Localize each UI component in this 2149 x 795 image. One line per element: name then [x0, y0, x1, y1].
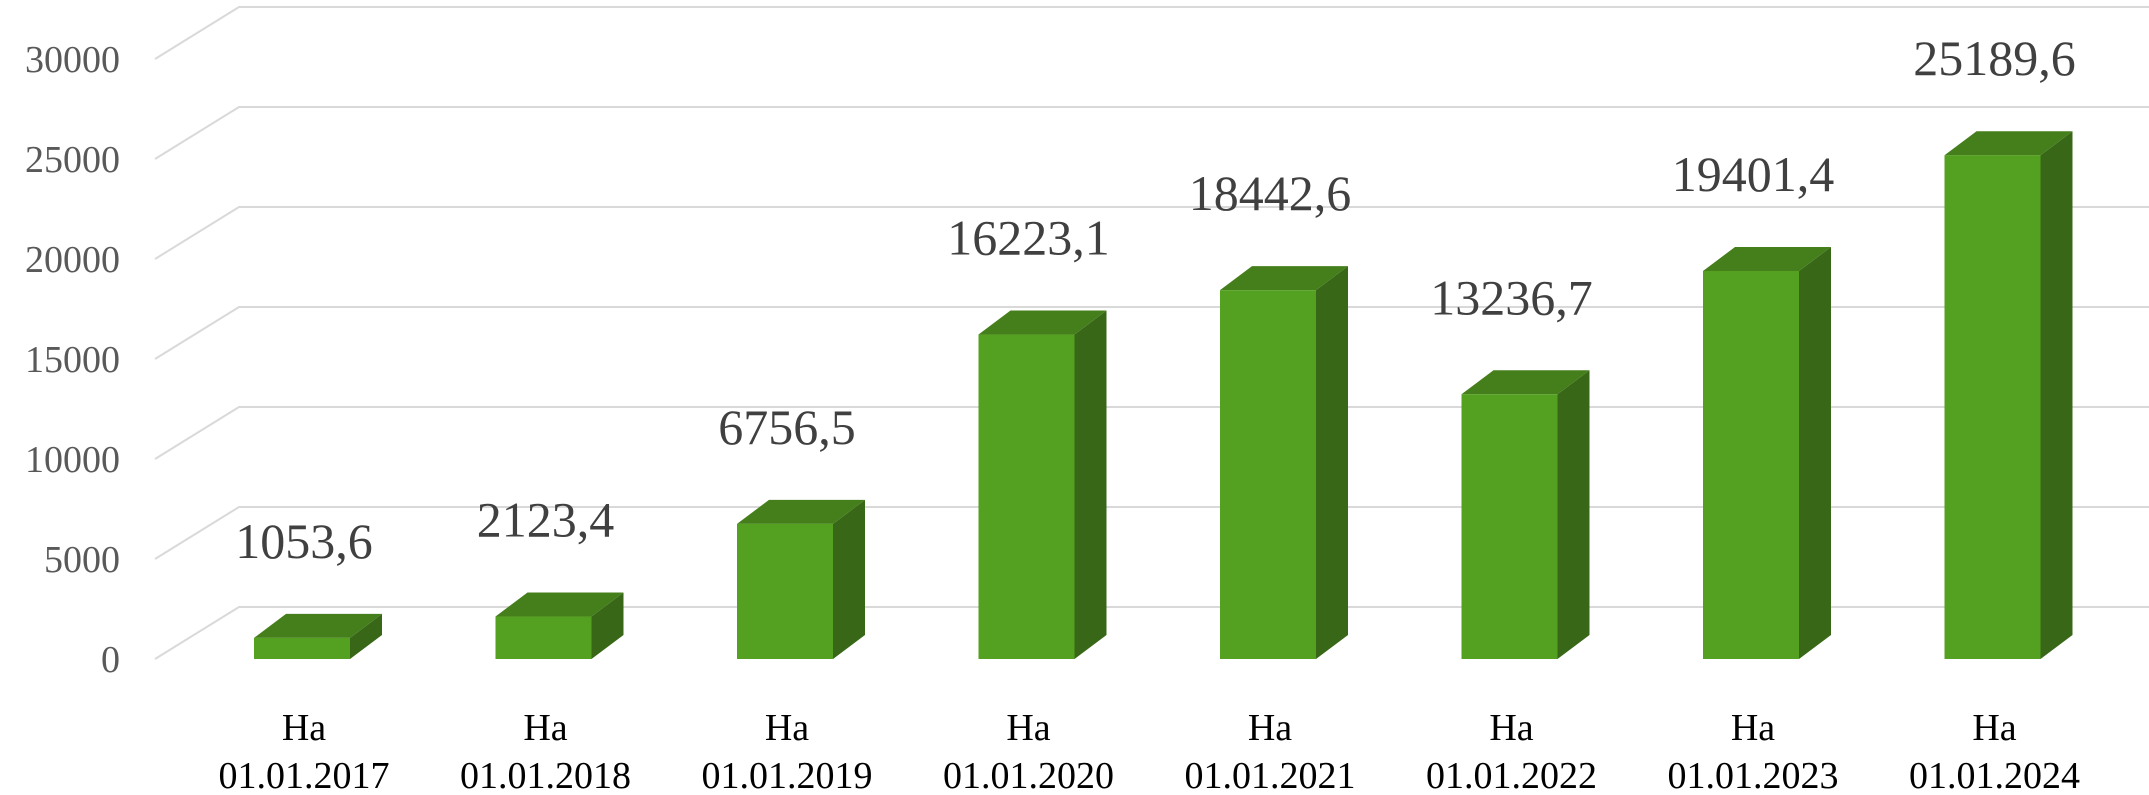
x-tick-line: 01.01.2018 — [460, 755, 631, 795]
y-tick-label: 5000 — [44, 539, 120, 581]
y-axis-ticks: 0 5000 10000 15000 20000 25000 30000 — [25, 39, 120, 681]
bar-side — [1074, 310, 1107, 659]
x-tick-label: На 01.01.2024 — [1909, 707, 2080, 795]
gridline — [154, 106, 2149, 160]
x-tick-line: На — [1972, 707, 2016, 749]
x-tick-line: На — [1006, 707, 1050, 749]
bar-side — [1316, 266, 1348, 659]
bar-side — [833, 499, 865, 659]
x-tick-line: 01.01.2017 — [219, 755, 390, 795]
bar-top — [978, 310, 1107, 335]
bar-front — [1461, 394, 1558, 659]
gridline — [154, 306, 2149, 360]
bar-front — [1220, 290, 1316, 659]
bar-side — [1799, 246, 1831, 660]
y-tick-label: 0 — [101, 639, 120, 681]
bar-side — [1557, 370, 1590, 659]
gridlines — [154, 6, 2149, 660]
bar-front — [495, 616, 592, 659]
bar-front — [254, 637, 350, 659]
bar-top — [1944, 131, 2073, 156]
x-tick-label: На 01.01.2022 — [1426, 707, 1597, 795]
bar-top — [1220, 266, 1348, 291]
bar-side — [350, 613, 382, 659]
data-label: 16223,1 — [947, 210, 1110, 266]
data-label: 19401,4 — [1672, 146, 1835, 202]
gridline — [154, 6, 2149, 60]
bar — [1703, 246, 1831, 660]
x-tick-line: 01.01.2024 — [1909, 755, 2080, 795]
bar-front — [1703, 270, 1799, 659]
y-tick-label: 15000 — [25, 339, 120, 381]
x-tick-label: На 01.01.2020 — [943, 707, 1114, 795]
bar-front — [978, 334, 1075, 659]
x-tick-label: На 01.01.2023 — [1668, 707, 1839, 795]
x-tick-line: На — [1489, 707, 1533, 749]
y-tick-label: 20000 — [25, 239, 120, 281]
bar — [254, 613, 382, 659]
data-label: 18442,6 — [1189, 165, 1352, 221]
data-label: 2123,4 — [477, 492, 615, 548]
x-tick-line: 01.01.2020 — [943, 755, 1114, 795]
bar-side — [591, 592, 624, 659]
bar-top — [495, 592, 624, 617]
data-label: 6756,5 — [718, 399, 856, 455]
data-label: 1053,6 — [235, 513, 373, 569]
x-axis-ticks: На 01.01.2017 На 01.01.2018 На 01.01.2019 На 01… — [219, 707, 2081, 795]
y-tick-label: 10000 — [25, 439, 120, 481]
x-tick-line: 01.01.2019 — [702, 755, 873, 795]
bar — [495, 592, 624, 659]
bar-front — [1944, 155, 2041, 659]
bar — [737, 499, 865, 659]
y-tick-label: 30000 — [25, 39, 120, 81]
x-tick-label: На 01.01.2021 — [1185, 707, 1356, 795]
bar — [1461, 370, 1590, 659]
bar-top — [254, 613, 382, 638]
x-tick-line: На — [523, 707, 567, 749]
gridline — [154, 606, 2149, 660]
x-tick-line: На — [1731, 707, 1775, 749]
bar-top — [1461, 370, 1590, 395]
x-tick-line: На — [282, 707, 326, 749]
bar-top — [1703, 246, 1831, 271]
bar-side — [2040, 131, 2073, 659]
data-labels: 1053,6 2123,4 6756,5 16223,1 18442,6 13236,7 1… — [235, 30, 2076, 569]
gridline — [154, 506, 2149, 560]
data-label: 25189,6 — [1913, 30, 2076, 86]
x-tick-line: На — [765, 707, 809, 749]
bar — [1220, 266, 1348, 659]
x-tick-label: На 01.01.2017 — [219, 707, 390, 795]
x-tick-label: На 01.01.2018 — [460, 707, 631, 795]
data-label: 13236,7 — [1430, 269, 1593, 325]
x-tick-line: 01.01.2022 — [1426, 755, 1597, 795]
bar — [978, 310, 1107, 659]
bars — [254, 131, 2073, 660]
bar-top — [737, 499, 865, 524]
x-tick-line: 01.01.2021 — [1185, 755, 1356, 795]
x-tick-line: На — [1248, 707, 1292, 749]
gridline — [154, 406, 2149, 460]
bar-front — [737, 523, 833, 659]
y-tick-label: 25000 — [25, 139, 120, 181]
x-tick-line: 01.01.2023 — [1668, 755, 1839, 795]
x-tick-label: На 01.01.2019 — [702, 707, 873, 795]
gridline — [154, 206, 2149, 260]
bar — [1944, 131, 2073, 659]
